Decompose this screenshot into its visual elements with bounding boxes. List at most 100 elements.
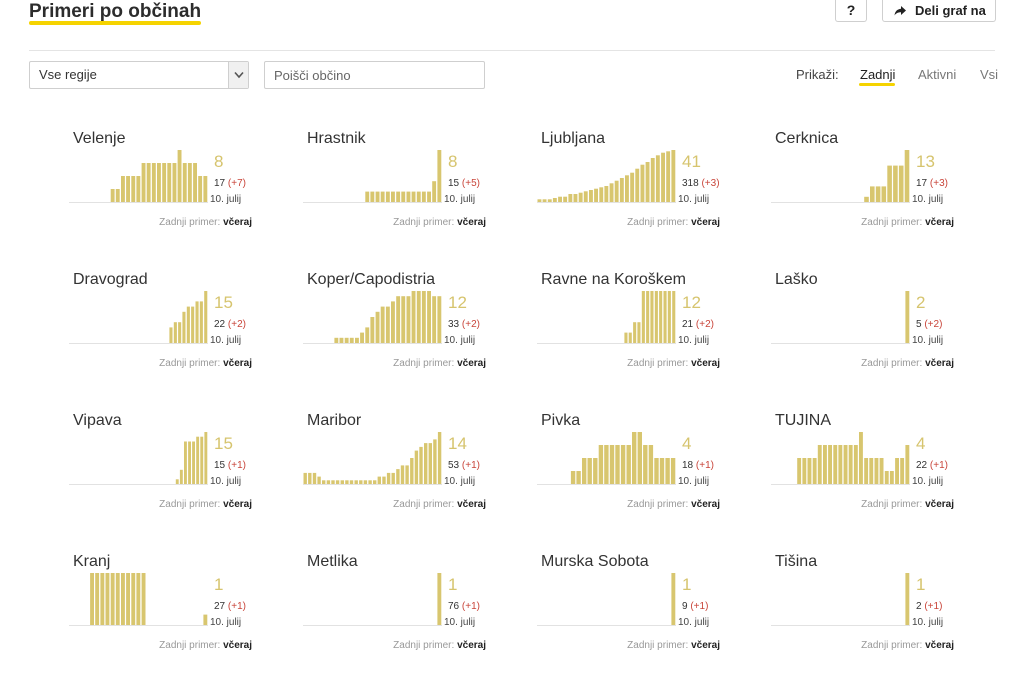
last-case: Zadnji primer: včeraj xyxy=(307,640,486,651)
municipality-card[interactable]: Ravne na Koroškem 12 21 (+2) 10. julij Zadnj… xyxy=(537,271,741,401)
new-cases-delta: (+5) xyxy=(461,178,480,189)
chart-bar xyxy=(95,573,100,625)
cases-bar-chart xyxy=(303,150,442,203)
chart-bar xyxy=(637,432,642,484)
chart-bar xyxy=(414,450,419,484)
chart-bar xyxy=(437,150,442,202)
last-case: Zadnji primer: včeraj xyxy=(541,640,720,651)
view-option-zadnji[interactable]: Zadnji xyxy=(860,67,896,82)
municipality-name: Cerknica xyxy=(775,130,839,147)
chart-bar xyxy=(126,176,130,202)
total-cases: 33 (+2) xyxy=(448,319,480,330)
chart-bar xyxy=(558,196,562,202)
total-value: 27 xyxy=(214,601,226,612)
share-button[interactable]: Deli graf na xyxy=(882,0,996,22)
last-case: Zadnji primer: včeraj xyxy=(73,640,252,651)
municipality-card[interactable]: Tišina 1 2 (+1) 10. julij Zadnji primer: vče… xyxy=(771,553,975,683)
municipality-card[interactable]: Maribor 14 53 (+1) 10. julij Zadnji primer: … xyxy=(303,412,507,542)
chart-bar xyxy=(630,172,635,202)
chart-bar xyxy=(568,194,573,202)
total-cases: 2 (+1) xyxy=(916,601,942,612)
chart-bar xyxy=(368,480,372,484)
chart-bar xyxy=(427,291,431,343)
active-cases: 15 xyxy=(214,434,233,453)
municipality-card[interactable]: Hrastnik 8 15 (+5) 10. julij Zadnji primer: … xyxy=(303,130,507,260)
total-value: 9 xyxy=(682,601,688,612)
municipality-card[interactable]: TUJINA 4 22 (+1) 10. julij Zadnji primer: vč… xyxy=(771,412,975,542)
cases-bar-chart xyxy=(771,150,910,203)
chart-bar xyxy=(308,472,312,484)
total-cases: 15 (+5) xyxy=(448,178,480,189)
cases-bar-chart xyxy=(537,291,676,344)
chart-bar xyxy=(637,322,641,343)
help-button[interactable]: ? xyxy=(835,0,867,22)
cases-bar-chart xyxy=(537,573,676,626)
last-case-value: včeraj xyxy=(691,358,720,369)
chart-bar xyxy=(887,165,892,202)
total-value: 53 xyxy=(448,460,460,471)
chart-bar xyxy=(396,469,400,484)
chart-bar xyxy=(377,476,381,484)
chart-bar xyxy=(433,439,437,484)
chart-bar xyxy=(843,445,848,484)
chevron-down-icon[interactable] xyxy=(228,62,248,88)
municipality-name: Metlika xyxy=(307,553,358,570)
chart-bar xyxy=(373,480,377,484)
last-case-label: Zadnji primer: xyxy=(159,358,221,369)
chart-bar xyxy=(609,445,615,484)
region-select[interactable]: Vse regije xyxy=(29,61,249,89)
chart-bar xyxy=(360,332,364,343)
chart-bar xyxy=(204,291,208,343)
municipality-card[interactable]: Pivka 4 18 (+1) 10. julij Zadnji primer: vče… xyxy=(537,412,741,542)
view-option-aktivni[interactable]: Aktivni xyxy=(918,67,957,82)
chart-bar xyxy=(349,480,354,484)
chart-bar xyxy=(432,296,437,343)
chart-bar xyxy=(884,471,889,484)
municipality-name: Kranj xyxy=(73,553,111,570)
municipality-card[interactable]: Murska Sobota 1 9 (+1) 10. julij Zadnji prim… xyxy=(537,553,741,683)
total-cases: 18 (+1) xyxy=(682,460,714,471)
municipality-card[interactable]: Velenje 8 17 (+7) 10. julij Zadnji primer: v… xyxy=(69,130,273,260)
chart-bar xyxy=(386,472,391,484)
chart-bar xyxy=(624,332,628,343)
municipality-card[interactable]: Kranj 1 27 (+1) 10. julij Zadnji primer: vče… xyxy=(69,553,273,683)
municipality-name: Koper/Capodistria xyxy=(307,271,436,288)
chart-bar xyxy=(146,163,151,202)
view-option-vsi[interactable]: Vsi xyxy=(980,67,999,82)
active-cases: 12 xyxy=(448,293,467,312)
chart-bar xyxy=(199,301,203,343)
total-value: 21 xyxy=(682,319,694,330)
last-case-label: Zadnji primer: xyxy=(861,499,923,510)
chart-bar xyxy=(537,199,542,202)
municipality-card[interactable]: Laško 2 5 (+2) 10. julij Zadnji primer: včer… xyxy=(771,271,975,401)
chart-bar xyxy=(870,186,875,202)
municipality-card[interactable]: Cerknica 13 17 (+3) 10. julij Zadnji primer:… xyxy=(771,130,975,260)
search-input[interactable] xyxy=(264,61,485,89)
municipality-card[interactable]: Vipava 15 15 (+1) 10. julij Zadnji primer: v… xyxy=(69,412,273,542)
cases-bar-chart xyxy=(69,432,208,485)
active-cases: 1 xyxy=(682,575,692,594)
update-date: 10. julij xyxy=(444,617,476,628)
chart-bar xyxy=(641,291,645,343)
total-cases: 21 (+2) xyxy=(682,319,714,330)
chart-bar xyxy=(905,291,910,343)
chart-bar xyxy=(633,322,637,343)
chart-bar xyxy=(192,441,195,484)
chart-bar xyxy=(126,573,130,625)
municipality-card[interactable]: Ljubljana 41 318 (+3) 10. julij Zadnji prime… xyxy=(537,130,741,260)
chart-bar xyxy=(172,163,177,202)
total-cases: 27 (+1) xyxy=(214,601,246,612)
chart-bar xyxy=(167,163,172,202)
municipality-card[interactable]: Metlika 1 76 (+1) 10. julij Zadnji primer: v… xyxy=(303,553,507,683)
total-cases: 5 (+2) xyxy=(916,319,942,330)
chart-bar xyxy=(640,164,645,202)
active-cases: 8 xyxy=(448,152,458,171)
update-date: 10. julij xyxy=(912,476,944,487)
update-date: 10. julij xyxy=(210,194,242,205)
municipality-card[interactable]: Koper/Capodistria 12 33 (+2) 10. julij Zadnj… xyxy=(303,271,507,401)
last-case-label: Zadnji primer: xyxy=(393,358,455,369)
new-cases-delta: (+1) xyxy=(227,460,246,471)
municipality-card[interactable]: Dravograd 15 22 (+2) 10. julij Zadnji primer… xyxy=(69,271,273,401)
chart-bar xyxy=(184,441,187,484)
last-case-value: včeraj xyxy=(457,217,486,228)
